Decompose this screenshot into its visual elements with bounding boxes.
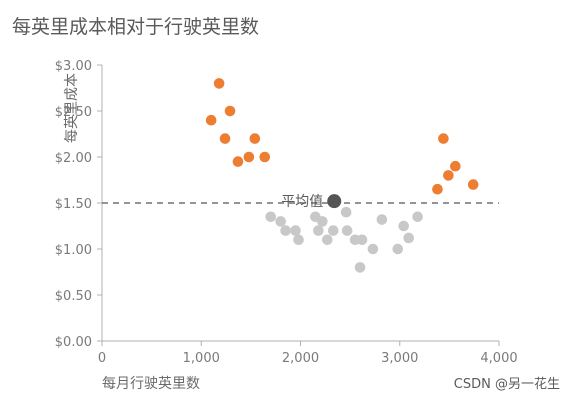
y-ticks: $0.00 $0.50 $1.00 $1.50 $2.00 $2.50 $3.00	[55, 59, 102, 350]
average-point	[327, 194, 342, 209]
data-point	[356, 234, 368, 246]
data-point	[438, 133, 449, 144]
data-point	[259, 151, 271, 163]
data-point	[392, 243, 404, 255]
data-point	[367, 243, 379, 255]
y-tick-label: $0.50	[55, 289, 92, 304]
data-point	[213, 78, 225, 89]
data-point	[313, 225, 324, 236]
data-point	[432, 183, 443, 195]
data-point	[443, 170, 454, 181]
data-point	[412, 211, 423, 223]
data-point	[280, 225, 291, 236]
data-point	[317, 216, 328, 227]
data-point	[321, 234, 333, 246]
x-ticks: 0 1,000 2,000 3,000 4,000	[98, 341, 518, 366]
x-tick-label: 0	[98, 351, 106, 366]
data-point	[243, 151, 255, 163]
data-point	[265, 211, 277, 223]
data-point	[376, 214, 388, 225]
data-point	[398, 220, 410, 232]
data-point	[290, 225, 301, 236]
data-point	[219, 133, 231, 144]
x-tick-label: 3,000	[381, 351, 418, 366]
data-point	[354, 262, 366, 273]
data-point	[340, 206, 352, 218]
data-point	[224, 105, 236, 117]
x-tick-label: 1,000	[183, 351, 220, 366]
data-point	[232, 156, 244, 167]
y-axis-label: 每英里成本	[63, 73, 80, 143]
chart-title: 每英里成本相对于行驶英里数	[12, 16, 259, 38]
y-tick-label: $3.00	[55, 59, 92, 74]
data-point	[205, 114, 217, 126]
y-tick-label: $1.00	[55, 243, 92, 258]
data-point	[293, 234, 304, 246]
data-point	[327, 225, 339, 236]
y-tick-label: $1.50	[55, 197, 92, 212]
data-point	[341, 225, 353, 236]
y-tick-label: $0.00	[55, 335, 92, 350]
data-point	[450, 160, 461, 172]
data-point	[467, 179, 479, 190]
y-tick-label: $2.00	[55, 151, 92, 166]
data-point	[403, 232, 414, 244]
x-tick-label: 2,000	[282, 351, 319, 366]
average-marker-group: 平均值	[281, 194, 342, 210]
y-tick-label: $2.50	[55, 105, 92, 120]
x-axis-label: 每月行驶英里数	[102, 375, 200, 392]
data-points	[205, 78, 479, 273]
x-tick-label: 4,000	[480, 351, 517, 366]
data-point	[275, 216, 286, 227]
data-point	[249, 133, 261, 144]
watermark: CSDN @另一花生	[454, 376, 560, 392]
average-label: 平均值	[281, 194, 323, 210]
